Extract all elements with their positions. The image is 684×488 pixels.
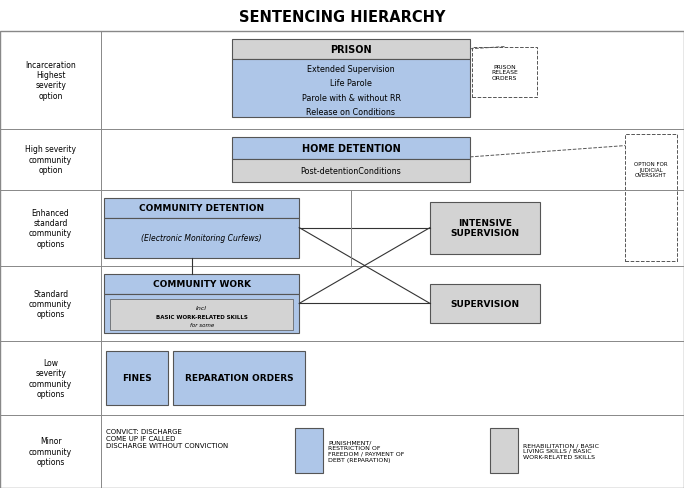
Text: REPARATION ORDERS: REPARATION ORDERS bbox=[185, 374, 293, 383]
Text: SUPERVISION: SUPERVISION bbox=[451, 299, 520, 308]
Text: REHABILITATION / BASIC
LIVING SKILLS / BASIC
WORK-RELATED SKILLS: REHABILITATION / BASIC LIVING SKILLS / B… bbox=[523, 442, 599, 459]
Bar bbox=[295, 428, 323, 473]
Text: CONVICT: DISCHARGE
COME UP IF CALLED
DISCHARGE WITHOUT CONVICTION: CONVICT: DISCHARGE COME UP IF CALLED DIS… bbox=[106, 428, 228, 448]
Text: Extended Supervision: Extended Supervision bbox=[307, 64, 395, 74]
Text: Post-detentionConditions: Post-detentionConditions bbox=[301, 166, 402, 175]
Text: Incl: Incl bbox=[196, 306, 207, 311]
Bar bbox=[232, 137, 470, 159]
Bar bbox=[472, 47, 537, 98]
Text: Incarceration
Highest
severity
option: Incarceration Highest severity option bbox=[25, 61, 76, 101]
Bar bbox=[430, 284, 540, 324]
Text: High severity
community
option: High severity community option bbox=[25, 145, 76, 175]
Bar bbox=[104, 198, 299, 218]
Text: BASIC WORK-RELATED SKILLS: BASIC WORK-RELATED SKILLS bbox=[156, 314, 248, 319]
Text: for some: for some bbox=[189, 323, 214, 327]
Bar bbox=[104, 218, 299, 258]
Text: (Electronic Monitoring Curfews): (Electronic Monitoring Curfews) bbox=[142, 234, 262, 243]
Text: Life Parole: Life Parole bbox=[330, 79, 372, 88]
Bar bbox=[430, 203, 540, 254]
Bar bbox=[490, 428, 518, 473]
Text: SENTENCING HIERARCHY: SENTENCING HIERARCHY bbox=[239, 10, 445, 24]
Text: Minor
community
options: Minor community options bbox=[29, 437, 73, 466]
Bar bbox=[232, 60, 470, 117]
Text: PRISON
RELEASE
ORDERS: PRISON RELEASE ORDERS bbox=[491, 64, 518, 81]
Text: HOME DETENTION: HOME DETENTION bbox=[302, 143, 400, 153]
Bar bbox=[104, 274, 299, 294]
Text: Enhanced
standard
community
options: Enhanced standard community options bbox=[29, 208, 73, 248]
Text: PRISON: PRISON bbox=[330, 45, 372, 55]
Bar bbox=[232, 40, 470, 60]
Text: Release on Conditions: Release on Conditions bbox=[306, 108, 395, 117]
Text: COMMUNITY DETENTION: COMMUNITY DETENTION bbox=[139, 204, 264, 213]
Bar bbox=[106, 351, 168, 405]
Text: OPTION FOR
JUDICIAL
OVERSIGHT: OPTION FOR JUDICIAL OVERSIGHT bbox=[634, 162, 668, 178]
Text: PUNISHMENT/
RESTRICTION OF
FREEDOM / PAYMENT OF
DEBT (REPARATION): PUNISHMENT/ RESTRICTION OF FREEDOM / PAY… bbox=[328, 439, 404, 462]
Bar bbox=[104, 294, 299, 334]
Bar bbox=[110, 300, 293, 331]
Text: INTENSIVE
SUPERVISION: INTENSIVE SUPERVISION bbox=[451, 219, 520, 238]
Bar bbox=[232, 159, 470, 183]
Bar bbox=[173, 351, 305, 405]
Text: FINES: FINES bbox=[122, 374, 152, 383]
Text: Standard
community
options: Standard community options bbox=[29, 289, 73, 319]
Text: COMMUNITY WORK: COMMUNITY WORK bbox=[153, 280, 251, 288]
Bar bbox=[625, 134, 677, 261]
Text: Low
severity
community
options: Low severity community options bbox=[29, 358, 73, 398]
Text: Parole with & without RR: Parole with & without RR bbox=[302, 93, 401, 102]
